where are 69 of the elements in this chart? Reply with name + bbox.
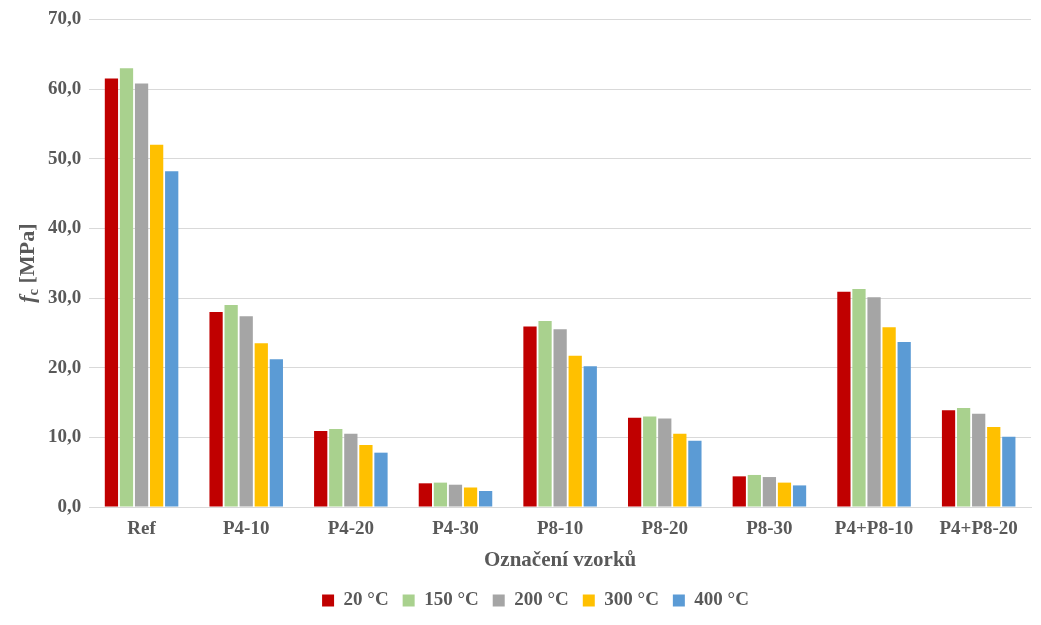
x-tick-label: P4-10 xyxy=(222,517,270,539)
bar xyxy=(344,433,358,507)
bar xyxy=(882,327,896,507)
bar xyxy=(867,297,881,507)
y-tick-label: 40,0 xyxy=(48,216,82,238)
x-axis-title: Označení vzorků xyxy=(484,546,637,571)
bar xyxy=(852,288,866,507)
bar xyxy=(1002,436,1016,507)
y-tick-label: 30,0 xyxy=(48,285,82,307)
bar xyxy=(269,359,283,507)
bar xyxy=(134,83,149,507)
bar xyxy=(463,487,478,507)
bar xyxy=(777,482,792,507)
legend-label: 300 °C xyxy=(604,588,659,610)
bar xyxy=(747,474,761,507)
x-tick-label: P4+P8-20 xyxy=(939,517,1018,539)
x-tick-label: P8-30 xyxy=(746,517,793,539)
y-tick-label: 10,0 xyxy=(48,425,82,447)
bar xyxy=(523,326,537,507)
legend-label: 400 °C xyxy=(694,588,749,610)
bar xyxy=(762,477,777,507)
legend-label: 200 °C xyxy=(514,588,569,610)
bar xyxy=(119,68,134,507)
bar xyxy=(837,291,851,507)
y-axis-title: fc [MPa] xyxy=(13,223,41,303)
bar xyxy=(987,426,1001,507)
bar xyxy=(956,408,971,507)
x-tick-label: P4-30 xyxy=(432,517,479,539)
bar xyxy=(568,355,582,507)
bar xyxy=(239,316,253,507)
bar xyxy=(433,482,448,507)
bar xyxy=(628,417,642,507)
bar xyxy=(583,366,597,507)
bar xyxy=(418,483,432,507)
x-tick-label: P8-20 xyxy=(641,517,688,539)
bar xyxy=(150,144,164,507)
bar xyxy=(792,485,807,507)
x-tick-label: Ref xyxy=(127,517,157,539)
y-tick-label: 20,0 xyxy=(48,355,82,377)
bar xyxy=(538,321,552,507)
x-tick-label: P8-10 xyxy=(536,517,584,539)
bar xyxy=(254,343,268,507)
bar xyxy=(224,304,238,507)
bar xyxy=(209,311,223,507)
bar xyxy=(478,490,493,507)
legend-label: 150 °C xyxy=(424,588,479,610)
bar xyxy=(359,445,373,507)
bar xyxy=(941,410,956,507)
bar xyxy=(553,329,567,507)
bar xyxy=(688,440,702,507)
bar xyxy=(374,452,388,507)
y-tick-label: 0,0 xyxy=(57,494,82,516)
bar xyxy=(897,341,911,507)
bar xyxy=(165,171,179,507)
bar xyxy=(329,428,343,507)
bar xyxy=(732,476,746,507)
y-tick-label: 60,0 xyxy=(48,76,82,98)
y-tick-label: 50,0 xyxy=(48,146,82,168)
bar xyxy=(658,418,672,507)
bar xyxy=(104,78,119,507)
bar xyxy=(448,484,463,507)
x-tick-label: P4+P8-10 xyxy=(834,517,914,539)
bar xyxy=(673,433,687,507)
bar xyxy=(643,416,657,507)
x-tick-label: P4-20 xyxy=(327,517,375,539)
legend-label: 20 °C xyxy=(343,588,389,610)
bar xyxy=(972,413,986,507)
y-tick-label: 70,0 xyxy=(48,7,82,29)
bar xyxy=(314,431,328,507)
